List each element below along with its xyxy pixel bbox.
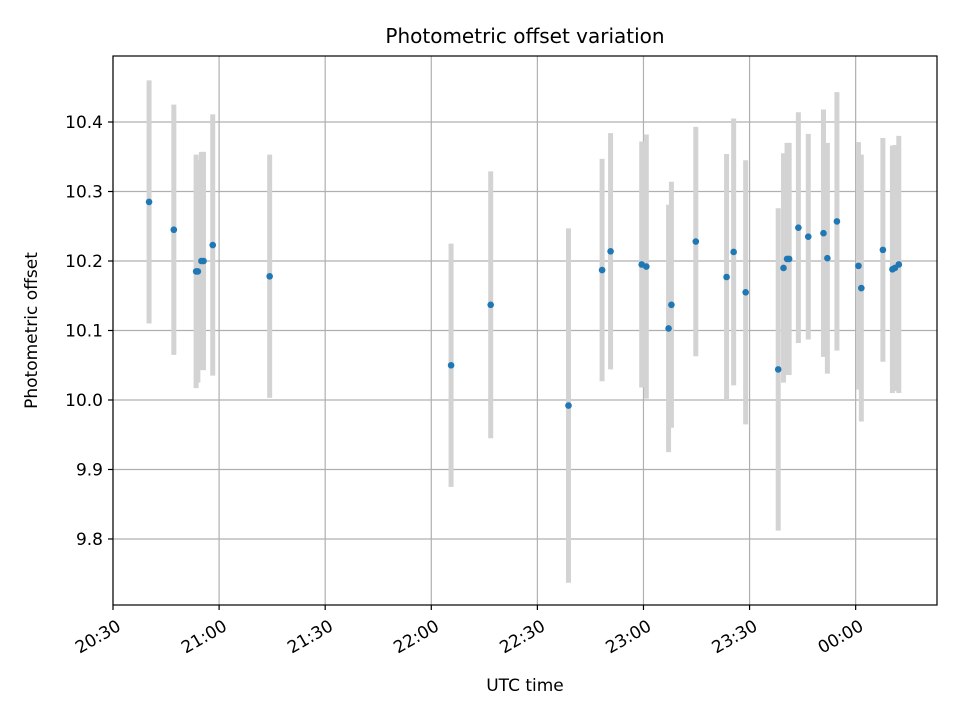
y-tick-label: 10.1 xyxy=(65,322,103,342)
data-point xyxy=(820,229,827,237)
y-axis: 9.8 9.9 10.0 10.1 10.2 10.3 10.4 xyxy=(65,113,113,550)
data-point xyxy=(780,264,787,272)
data-point xyxy=(723,273,730,281)
data-point xyxy=(209,241,217,249)
data-point xyxy=(879,246,887,254)
data-point xyxy=(895,261,903,268)
data-point xyxy=(774,366,782,373)
data-point xyxy=(795,224,802,231)
data-point xyxy=(643,263,650,270)
data-point xyxy=(824,254,831,262)
data-point xyxy=(598,266,606,274)
data-point xyxy=(266,272,273,280)
data-point xyxy=(607,247,614,255)
data-point xyxy=(730,248,737,256)
data-point xyxy=(194,268,202,275)
data-point xyxy=(447,361,455,369)
data-point xyxy=(785,255,793,263)
data-point xyxy=(665,325,672,332)
y-tick-label: 10.0 xyxy=(65,391,103,411)
data-point xyxy=(855,262,862,270)
data-point xyxy=(200,257,207,265)
point-layer xyxy=(145,198,903,409)
y-tick-label: 10.3 xyxy=(65,183,103,203)
y-tick-label: 10.4 xyxy=(65,113,103,133)
y-tick-label: 10.2 xyxy=(65,252,103,272)
data-point xyxy=(692,238,700,245)
y-tick-label: 9.8 xyxy=(76,530,103,550)
data-point xyxy=(858,284,865,292)
data-point xyxy=(170,226,178,234)
y-tick-label: 9.9 xyxy=(76,460,103,480)
data-point xyxy=(145,198,153,206)
chart-title: Photometric offset variation xyxy=(385,24,664,48)
y-axis-title: Photometric offset xyxy=(22,252,42,409)
data-point xyxy=(487,301,494,309)
data-point xyxy=(804,233,812,240)
data-point xyxy=(742,288,749,296)
data-point xyxy=(833,218,841,225)
data-point xyxy=(668,301,675,309)
data-point xyxy=(565,402,572,409)
x-axis-title: UTC time xyxy=(486,676,564,696)
